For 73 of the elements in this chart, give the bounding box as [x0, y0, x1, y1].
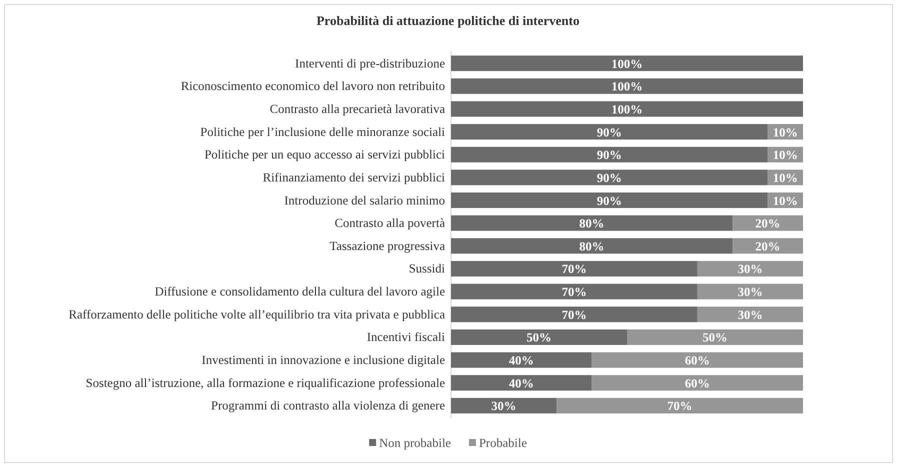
bar — [556, 398, 803, 414]
y-tick-label: Investimenti in innovazione e inclusione digitale — [202, 353, 446, 368]
data-label: 80% — [579, 239, 604, 254]
y-tick-label: Rafforzamento delle politiche volte all’equilibrio tra vita privata e pubblica — [68, 307, 446, 322]
data-label: 30% — [738, 285, 763, 300]
data-label: 90% — [596, 125, 622, 140]
bar — [451, 124, 768, 140]
bar — [451, 101, 803, 117]
data-label: 30% — [738, 308, 763, 322]
bar — [697, 306, 803, 322]
data-label: 20% — [755, 216, 780, 231]
legend-label: Non probabile — [379, 436, 452, 450]
bar — [451, 78, 803, 94]
bar — [451, 329, 627, 345]
bar — [451, 306, 698, 322]
bar — [451, 56, 803, 72]
data-label: 90% — [596, 170, 622, 185]
y-tick-label: Programmi di contrasto alla violenza di genere — [211, 398, 446, 413]
data-label: 70% — [667, 399, 692, 414]
y-tick-label: Sostegno all’istruzione, alla formazione e riqualificazione professionale — [86, 376, 446, 390]
y-tick-label: Politiche per un equo accesso ai servizi pubblici — [204, 148, 446, 162]
bar — [592, 375, 803, 391]
legend-label: Probabile — [478, 436, 528, 450]
y-tick-label: Introduzione del salario minimo — [284, 193, 445, 208]
data-label: 50% — [526, 330, 552, 345]
bar — [732, 238, 803, 254]
data-label: 90% — [596, 148, 622, 162]
data-label: 100% — [611, 56, 643, 71]
data-label: 70% — [562, 308, 587, 322]
bar — [732, 215, 803, 231]
bar — [451, 375, 592, 391]
data-label: 100% — [611, 80, 643, 94]
data-label: 70% — [562, 262, 587, 276]
bar — [451, 170, 768, 186]
data-label: 60% — [684, 354, 710, 368]
chart-title: Probabilità di attuazione politiche di intervento — [316, 13, 580, 28]
data-label: 20% — [755, 239, 780, 254]
bar — [451, 238, 733, 254]
data-label: 60% — [684, 376, 710, 390]
data-label: 10% — [772, 148, 798, 162]
bar — [451, 260, 698, 276]
bar — [697, 260, 803, 276]
data-label: 100% — [611, 102, 643, 116]
data-label: 70% — [562, 285, 587, 300]
y-tick-label: Tassazione progressiva — [330, 238, 446, 253]
bar — [697, 284, 803, 300]
y-tick-label: Contrasto alla povertà — [334, 216, 446, 230]
y-tick-label: Diffusione e consolidamento della cultura del lavoro agile — [154, 284, 446, 299]
data-label: 10% — [772, 194, 798, 208]
y-tick-label: Incentivi fiscali — [366, 330, 446, 344]
bar — [451, 215, 733, 231]
bar — [592, 352, 803, 368]
bar — [627, 329, 803, 345]
data-label: 40% — [508, 354, 534, 368]
y-tick-label: Sussidi — [408, 262, 446, 276]
bar — [451, 284, 698, 300]
bar — [451, 146, 768, 162]
data-label: 10% — [772, 170, 798, 185]
y-tick-label: Rifinanziamento dei servizi pubblici — [262, 170, 446, 184]
y-tick-label: Contrasto alla precarietà lavorativa — [270, 102, 446, 116]
data-label: 30% — [738, 262, 763, 276]
bar — [451, 192, 768, 208]
data-label: 30% — [491, 399, 516, 414]
data-label: 40% — [508, 376, 534, 390]
y-tick-label: Politiche per l’inclusione delle minoranze sociali — [200, 124, 446, 139]
data-label: 10% — [772, 125, 798, 140]
data-label: 90% — [596, 194, 622, 208]
y-tick-label: Interventi di pre-distribuzione — [295, 56, 446, 70]
data-label: 80% — [579, 216, 604, 231]
y-tick-label: Riconoscimento economico del lavoro non retribuito — [180, 79, 445, 94]
bar — [451, 398, 557, 414]
data-label: 50% — [702, 330, 728, 345]
bar — [451, 352, 592, 368]
